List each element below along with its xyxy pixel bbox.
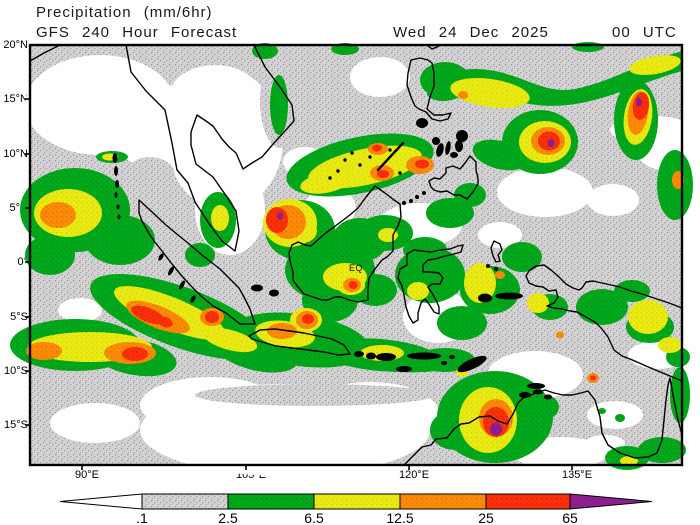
valid-time: 00 UTC [612, 24, 677, 41]
coast-luzon [406, 57, 452, 122]
colorbar-arrow-above [569, 493, 653, 510]
coast-mindanao [428, 155, 479, 200]
map-frame [25, 43, 684, 470]
colorbar-label-2.5: 2.5 [218, 510, 238, 525]
lat-label-eq: 0° [17, 256, 28, 268]
forecast-subtitle: GFS 240 Hour Forecast [36, 24, 238, 41]
lat-label-10s: 10°S [4, 365, 28, 377]
precip-colorbar: .1 2.5 6.5 12.5 25 65 [59, 493, 653, 525]
colorbar-label-6.5: 6.5 [304, 510, 324, 525]
axis-ticks [25, 98, 573, 470]
coast-newguinea-south [525, 270, 683, 382]
colorbar-seg-green [227, 493, 315, 510]
lon-label-90e: 90°E [75, 469, 99, 481]
lat-label-15n: 15°N [3, 93, 28, 105]
page-title: Precipitation (mm/6hr) [36, 4, 213, 21]
lat-label-10n: 10°N [3, 148, 28, 160]
forecast-map: EQ [10, 42, 700, 476]
lon-label-135e: 135°E [561, 469, 593, 481]
coast-borneo [288, 185, 402, 303]
coast-java [248, 328, 351, 356]
lat-label-5s: 5°S [10, 311, 28, 323]
coast-australia [403, 377, 683, 466]
precip-layer-purple [277, 97, 642, 436]
lon-label-120e: 120°E [398, 469, 430, 481]
colorbar-label-0.1: .1 [136, 510, 148, 525]
coast-sumatra [138, 199, 256, 325]
valid-date: Wed 24 Dec 2025 [393, 24, 549, 41]
colorbar-arrow-below [59, 493, 143, 510]
lat-label-20n: 20°N [3, 39, 28, 51]
coast-sulawesi [397, 244, 464, 324]
precip-layer-red [122, 92, 650, 437]
colorbar-label-65: 65 [562, 510, 578, 525]
colorbar-seg-gray [141, 493, 229, 510]
coast-indochina-malaya [125, 44, 295, 252]
lat-label-15s: 15°S [4, 419, 28, 431]
colorbar-seg-red [485, 493, 571, 510]
coast-newguinea-north [528, 264, 683, 309]
small-islands [112, 118, 552, 400]
coast-halmahera [490, 240, 503, 263]
colorbar-label-25: 25 [478, 510, 494, 525]
colorbar-seg-yellow [313, 493, 401, 510]
coast-palawan [376, 141, 405, 172]
coast-india [29, 44, 61, 62]
colorbar-label-12.5: 12.5 [386, 510, 413, 525]
equator-annotation: EQ [349, 263, 363, 273]
colorbar-seg-orange [399, 493, 487, 510]
colorbar-tick-labels: .1 2.5 6.5 12.5 25 65 [136, 510, 578, 525]
